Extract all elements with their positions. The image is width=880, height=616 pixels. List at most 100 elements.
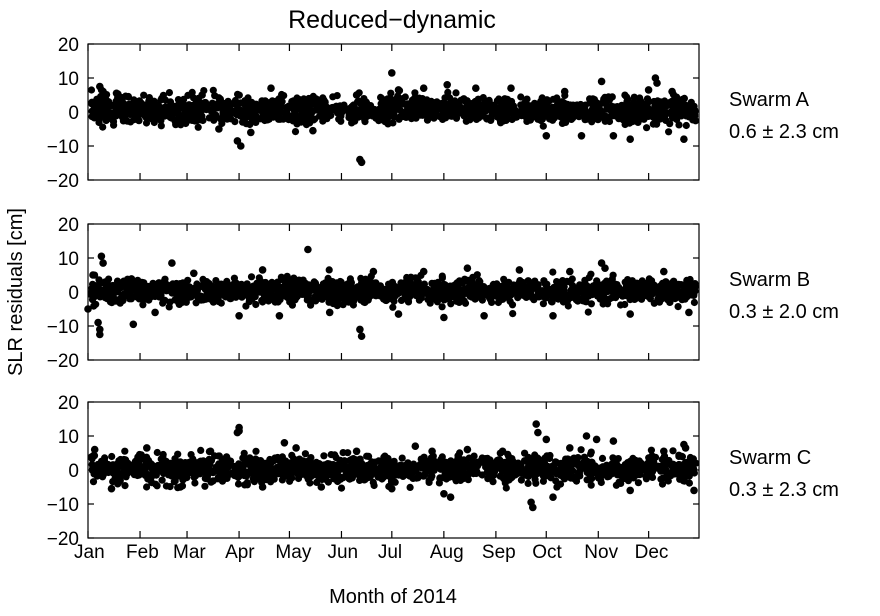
residual-point [352, 457, 360, 465]
residual-point [456, 449, 464, 457]
residual-point [516, 466, 524, 474]
x-tick-label: Nov [584, 542, 618, 563]
residual-point [315, 292, 323, 300]
residual-point [523, 95, 531, 103]
residual-point [431, 279, 439, 287]
residual-point [590, 115, 598, 123]
residual-point [167, 472, 176, 480]
residual-point [109, 281, 117, 290]
residual-point [623, 104, 631, 112]
residual-point [291, 105, 299, 114]
residual-point [162, 482, 170, 490]
data-point [653, 79, 661, 87]
residual-point [325, 266, 333, 274]
data-point [198, 91, 206, 99]
residual-point [509, 460, 517, 468]
residual-point [632, 456, 640, 464]
residual-point [524, 277, 532, 285]
residual-point [166, 459, 175, 467]
residual-point [453, 297, 461, 305]
residual-point [400, 464, 408, 472]
residual-point [118, 292, 126, 300]
residual-point [227, 295, 235, 303]
residual-point [87, 86, 96, 94]
residual-point [591, 287, 599, 295]
residual-point [190, 285, 198, 294]
data-point [352, 91, 361, 99]
residual-point [427, 454, 435, 462]
residual-point [657, 475, 665, 483]
data-point [681, 444, 690, 452]
data-point [129, 320, 138, 329]
residual-point [664, 292, 672, 300]
residual-point [467, 466, 475, 474]
data-point [660, 267, 668, 276]
data-point [388, 484, 396, 493]
residual-point [518, 111, 527, 119]
residual-point [507, 467, 515, 475]
residual-point [687, 98, 695, 106]
residual-point [390, 457, 398, 465]
residual-point [481, 98, 489, 106]
residual-point [378, 94, 386, 103]
residual-point [473, 111, 481, 119]
residual-point [134, 276, 142, 284]
residual-point [549, 268, 557, 276]
residual-point [574, 101, 582, 110]
residual-point [603, 473, 612, 481]
residual-point [196, 104, 204, 113]
residual-point [219, 289, 227, 297]
residual-point [488, 290, 496, 298]
data-point [582, 432, 591, 440]
residual-point [653, 106, 662, 114]
residual-point [299, 106, 308, 114]
residual-point [571, 473, 579, 482]
residual-point [621, 300, 629, 309]
residual-point [561, 475, 569, 483]
residual-point [672, 112, 680, 120]
residual-point [502, 474, 510, 482]
residual-point [363, 289, 372, 297]
residual-point [409, 474, 417, 482]
data-point [660, 447, 668, 456]
residual-point [252, 118, 260, 126]
series-name-swarm-a: Swarm A [729, 89, 810, 111]
residual-point [227, 100, 235, 108]
residual-point [148, 479, 156, 487]
residual-point [505, 452, 513, 461]
residual-point [447, 300, 455, 308]
residual-point [517, 476, 526, 484]
residual-point [247, 457, 255, 465]
residual-point [273, 463, 281, 471]
residual-point [663, 109, 672, 117]
residual-point [120, 468, 128, 476]
residual-point [384, 472, 392, 480]
residual-point [529, 294, 538, 302]
residual-point [168, 101, 176, 109]
residual-point [215, 452, 223, 460]
residual-point [174, 96, 182, 104]
residual-point [505, 105, 513, 113]
data-point [626, 135, 634, 143]
residual-point [377, 472, 385, 480]
residual-point [372, 279, 380, 287]
residual-point [607, 112, 615, 120]
residual-point [389, 281, 397, 289]
residual-point [579, 464, 588, 472]
residual-point [89, 478, 98, 486]
data-point [176, 483, 185, 491]
residual-point [285, 102, 293, 110]
residual-point [290, 281, 299, 289]
x-tick-label: Sep [482, 542, 516, 563]
residual-point [150, 118, 158, 127]
residual-point [221, 471, 229, 480]
residual-point [493, 292, 501, 300]
residual-point [679, 288, 688, 296]
residual-point [286, 297, 294, 305]
residual-point [223, 283, 231, 291]
residual-point [130, 464, 138, 472]
data-point [237, 142, 245, 150]
residual-point [139, 301, 147, 309]
residual-point [311, 466, 319, 474]
